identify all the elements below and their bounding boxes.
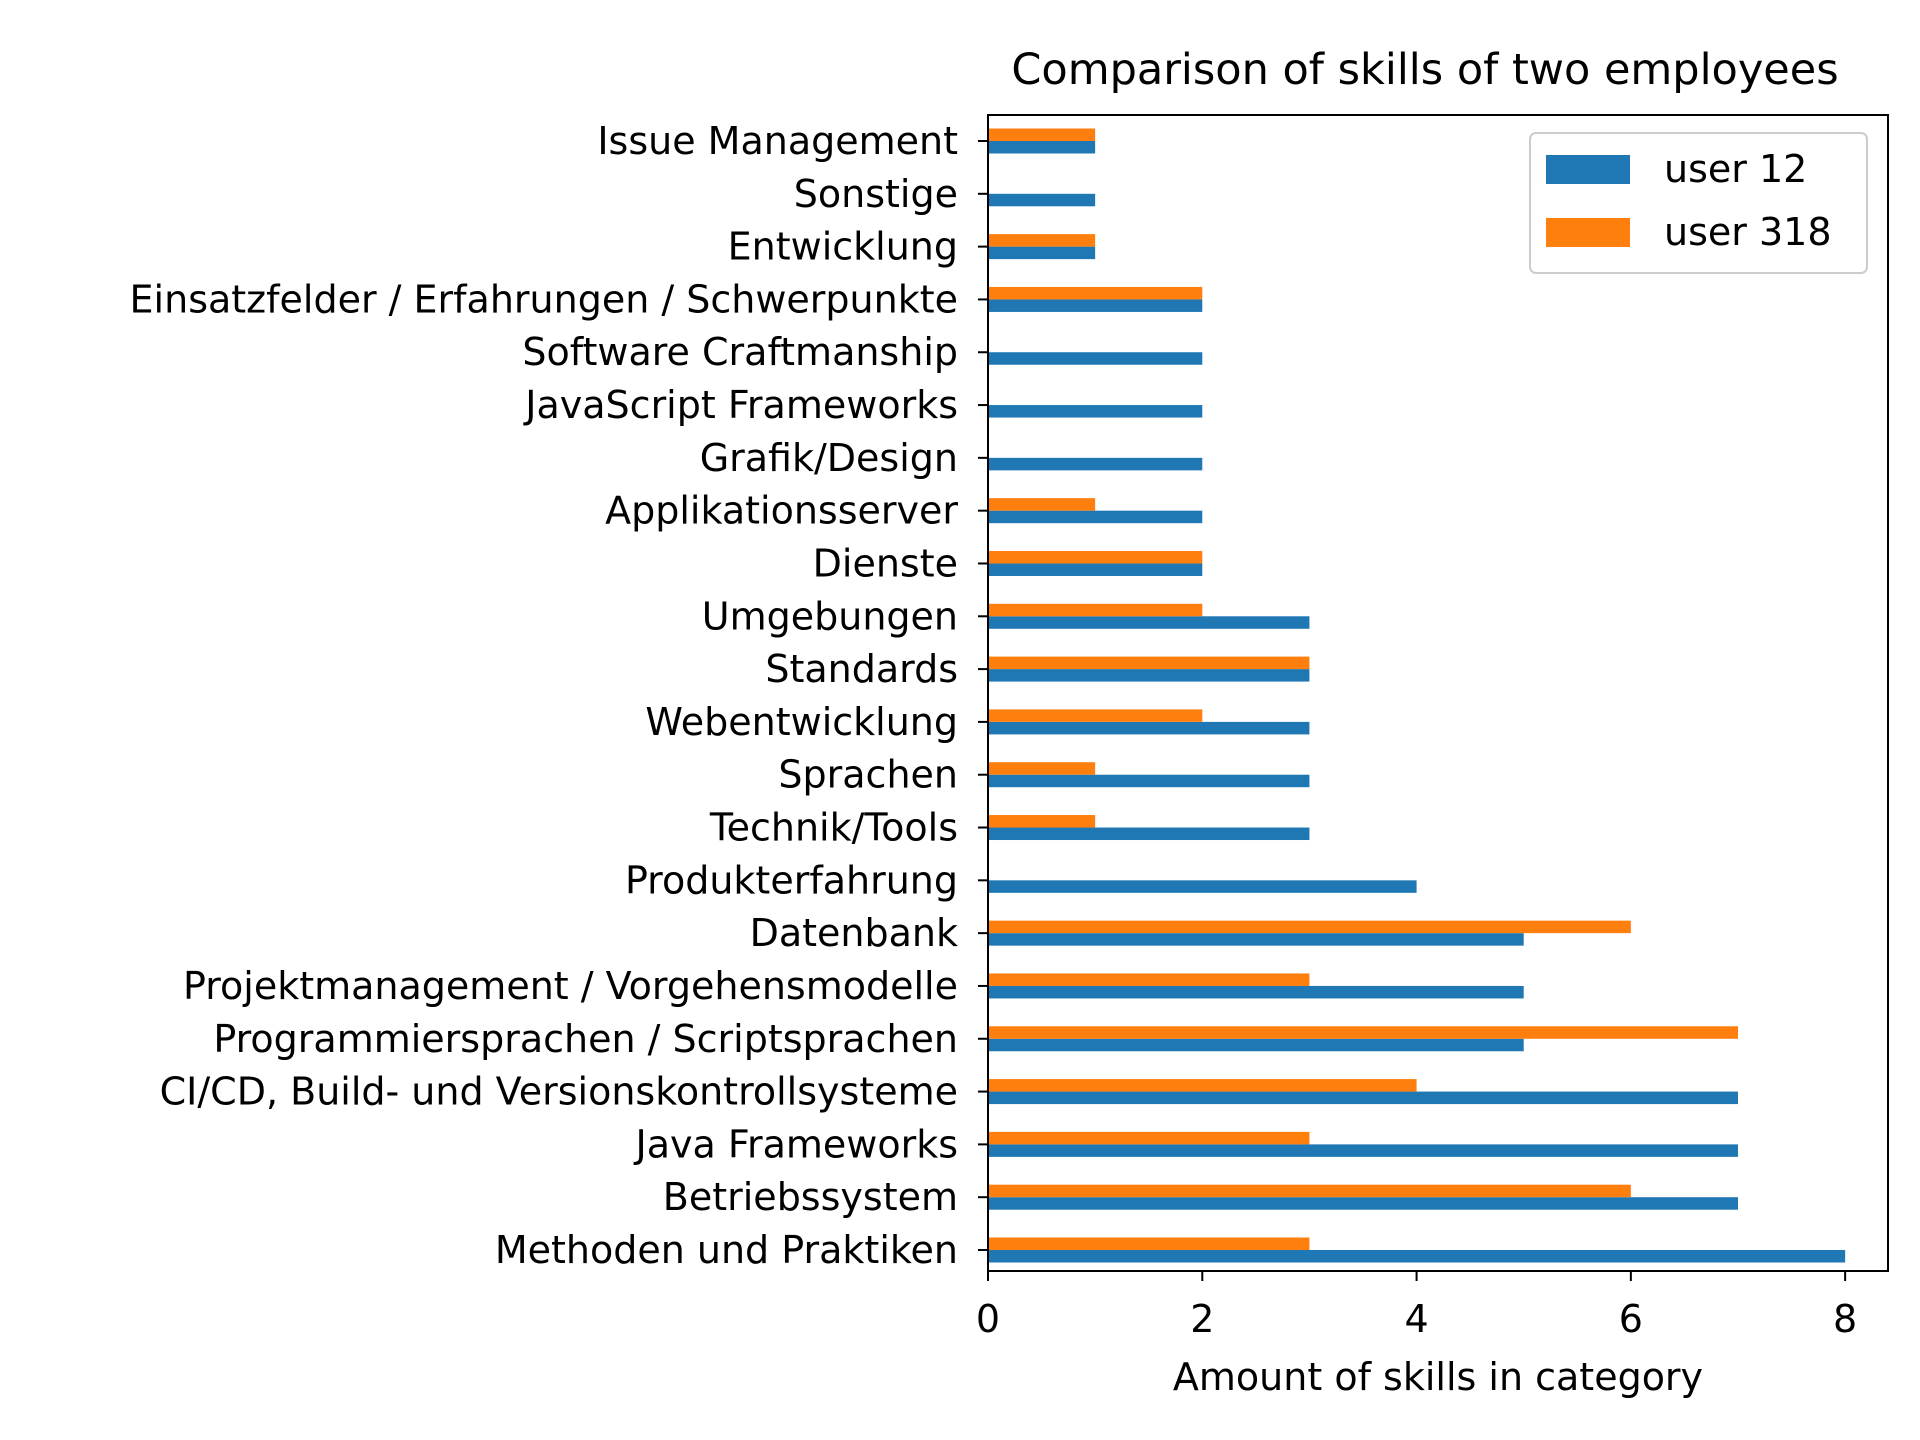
bar-user-318-sprachen	[988, 762, 1096, 775]
y-tick-label-einsatzfelder-erfahrungen-schwerpunkte: Einsatzfelder / Erfahrungen / Schwerpunk…	[130, 277, 958, 321]
bar-user-318-projektmanagement-vorgehensmodelle	[988, 973, 1310, 986]
bar-user-12-einsatzfelder-erfahrungen-schwerpunkte	[988, 299, 1203, 312]
y-tick-label-sonstige: Sonstige	[794, 172, 958, 216]
bar-user-12-ci-cd-build-und-versionskontrollsysteme	[988, 1091, 1738, 1105]
legend-label-user-12: user 12	[1664, 147, 1807, 191]
bar-user-318-standards	[988, 656, 1310, 670]
y-tick-label-sprachen: Sprachen	[778, 753, 958, 797]
bar-user-12-betriebssystem	[988, 1197, 1738, 1210]
bar-user-12-sonstige	[988, 193, 1096, 207]
bar-user-12-projektmanagement-vorgehensmodelle	[988, 985, 1524, 999]
x-tick-label-4: 4	[1404, 1297, 1428, 1341]
bar-user-12-standards	[988, 669, 1310, 682]
bar-user-318-java-frameworks	[988, 1131, 1310, 1145]
y-tick-label-grafik-design: Grafik/Design	[700, 436, 958, 480]
bar-user-318-programmiersprachen-scriptsprachen	[988, 1026, 1738, 1039]
bar-user-318-betriebssystem	[988, 1184, 1631, 1198]
bar-user-12-datenbank	[988, 933, 1524, 946]
bar-user-12-methoden-und-praktiken	[988, 1250, 1846, 1263]
y-tick-label-betriebssystem: Betriebssystem	[663, 1175, 958, 1219]
x-tick-label-8: 8	[1833, 1297, 1857, 1341]
bar-user-12-umgebungen	[988, 616, 1310, 629]
plot-frame	[987, 114, 1889, 1272]
y-tick-label-javascript-frameworks: JavaScript Frameworks	[523, 383, 958, 427]
bar-user-12-javascript-frameworks	[988, 405, 1203, 418]
y-tick-label-umgebungen: Umgebungen	[702, 594, 958, 638]
y-tick-label-methoden-und-praktiken: Methoden und Praktiken	[495, 1228, 958, 1272]
bar-user-12-technik-tools	[988, 827, 1310, 841]
bar-user-318-webentwicklung	[988, 709, 1203, 722]
y-axis: Methoden und Praktiken Betriebssystem Java…	[130, 119, 988, 1272]
y-tick-label-standards: Standards	[765, 647, 958, 691]
bar-user-12-issue-management	[988, 141, 1096, 154]
y-tick-label-datenbank: Datenbank	[750, 911, 958, 955]
y-tick-label-dienste: Dienste	[813, 541, 958, 585]
y-tick-label-ci-cd-build-und-versionskontrollsysteme: CI/CD, Build- und Versionskontrollsystem…	[160, 1070, 958, 1114]
bar-user-12-applikationsserver	[988, 510, 1203, 524]
bar-user-12-produkterfahrung	[988, 880, 1417, 893]
legend-swatch-user-12	[1546, 155, 1630, 184]
bar-user-318-einsatzfelder-erfahrungen-schwerpunkte	[988, 286, 1203, 300]
bar-user-12-software-craftmanship	[988, 352, 1203, 365]
bar-user-318-issue-management	[988, 128, 1096, 141]
bar-user-12-grafik-design	[988, 457, 1203, 471]
bar-user-318-methoden-und-praktiken	[988, 1237, 1310, 1250]
bar-user-12-entwicklung	[988, 246, 1096, 260]
y-tick-label-technik-tools: Technik/Tools	[709, 806, 958, 850]
bar-user-12-dienste	[988, 563, 1203, 576]
y-tick-label-java-frameworks: Java Frameworks	[634, 1122, 959, 1166]
chart-title: Comparison of skills of two employees	[1011, 45, 1838, 95]
legend: user 12 user 318	[1529, 132, 1868, 274]
bar-user-318-datenbank	[988, 920, 1631, 934]
x-axis: 0 2 4 6 8	[976, 1271, 1857, 1341]
bars-group	[988, 128, 1846, 1263]
y-tick-label-projektmanagement-vorgehensmodelle: Projektmanagement / Vorgehensmodelle	[183, 964, 958, 1008]
bar-user-318-applikationsserver	[988, 498, 1096, 511]
y-tick-label-issue-management: Issue Management	[597, 119, 958, 163]
y-tick-label-programmiersprachen-scriptsprachen: Programmiersprachen / Scriptsprachen	[213, 1017, 958, 1061]
bar-user-318-entwicklung	[988, 234, 1096, 247]
x-axis-label: Amount of skills in category	[1173, 1355, 1703, 1399]
bar-user-12-webentwicklung	[988, 721, 1310, 735]
legend-label-user-318: user 318	[1664, 210, 1832, 254]
bar-user-12-java-frameworks	[988, 1144, 1738, 1157]
y-tick-label-produkterfahrung: Produkterfahrung	[625, 858, 958, 902]
bar-user-318-dienste	[988, 550, 1203, 564]
legend-swatch-user-318	[1546, 218, 1630, 247]
x-tick-label-2: 2	[1190, 1297, 1214, 1341]
bar-user-12-sprachen	[988, 774, 1310, 788]
y-tick-label-webentwicklung: Webentwicklung	[645, 700, 958, 744]
bar-user-318-umgebungen	[988, 603, 1203, 617]
bar-user-12-programmiersprachen-scriptsprachen	[988, 1038, 1524, 1052]
bar-user-318-ci-cd-build-und-versionskontrollsysteme	[988, 1079, 1417, 1092]
x-tick-label-0: 0	[976, 1297, 1000, 1341]
bar-user-318-technik-tools	[988, 815, 1096, 828]
y-tick-label-entwicklung: Entwicklung	[728, 225, 958, 269]
y-tick-label-applikationsserver: Applikationsserver	[605, 489, 958, 533]
y-tick-label-software-craftmanship: Software Craftmanship	[522, 330, 958, 374]
x-tick-label-6: 6	[1619, 1297, 1643, 1341]
